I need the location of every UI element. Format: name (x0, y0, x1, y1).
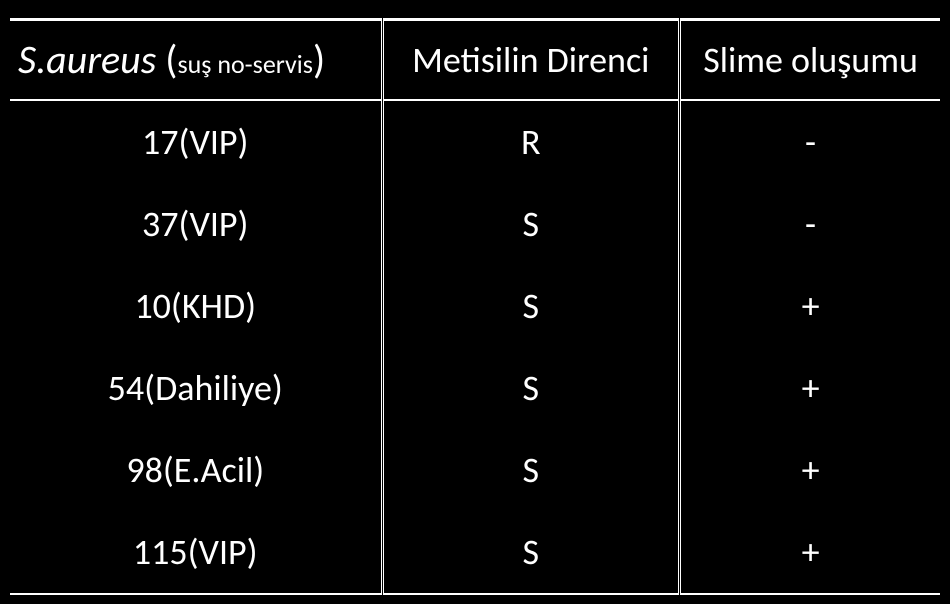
paren-close: ) (313, 35, 325, 84)
table-row: 10(KHD) S + (10, 265, 940, 347)
table-row: 54(Dahiliye) S + (10, 347, 940, 429)
strain-sublabel: suş no-servis (177, 48, 313, 80)
data-table: S.aureus (suş no-servis) Metisilin Diren… (10, 18, 940, 595)
header-col-strain: S.aureus (suş no-servis) (10, 20, 382, 101)
cell-slime: + (680, 511, 940, 594)
cell-resistance: S (382, 429, 680, 511)
cell-slime: - (680, 183, 940, 265)
cell-slime: + (680, 347, 940, 429)
cell-slime: + (680, 265, 940, 347)
header-row: S.aureus (suş no-servis) Metisilin Diren… (10, 20, 940, 101)
table-row: 17(VIP) R - (10, 100, 940, 183)
cell-strain: 115(VIP) (10, 511, 382, 594)
cell-strain: 17(VIP) (10, 100, 382, 183)
cell-resistance: R (382, 100, 680, 183)
cell-strain: 10(KHD) (10, 265, 382, 347)
header-col-resistance: Metisilin Direnci (382, 20, 680, 101)
table-row: 98(E.Acil) S + (10, 429, 940, 511)
organism-name: S.aureus (18, 35, 156, 84)
cell-strain: 37(VIP) (10, 183, 382, 265)
cell-resistance: S (382, 347, 680, 429)
cell-slime: + (680, 429, 940, 511)
cell-resistance: S (382, 183, 680, 265)
table-row: 115(VIP) S + (10, 511, 940, 594)
table-container: S.aureus (suş no-servis) Metisilin Diren… (0, 0, 950, 604)
cell-slime: - (680, 100, 940, 183)
cell-resistance: S (382, 265, 680, 347)
header-col-slime: Slime oluşumu (680, 20, 940, 101)
table-row: 37(VIP) S - (10, 183, 940, 265)
cell-resistance: S (382, 511, 680, 594)
cell-strain: 54(Dahiliye) (10, 347, 382, 429)
paren-open: ( (156, 35, 177, 84)
cell-strain: 98(E.Acil) (10, 429, 382, 511)
